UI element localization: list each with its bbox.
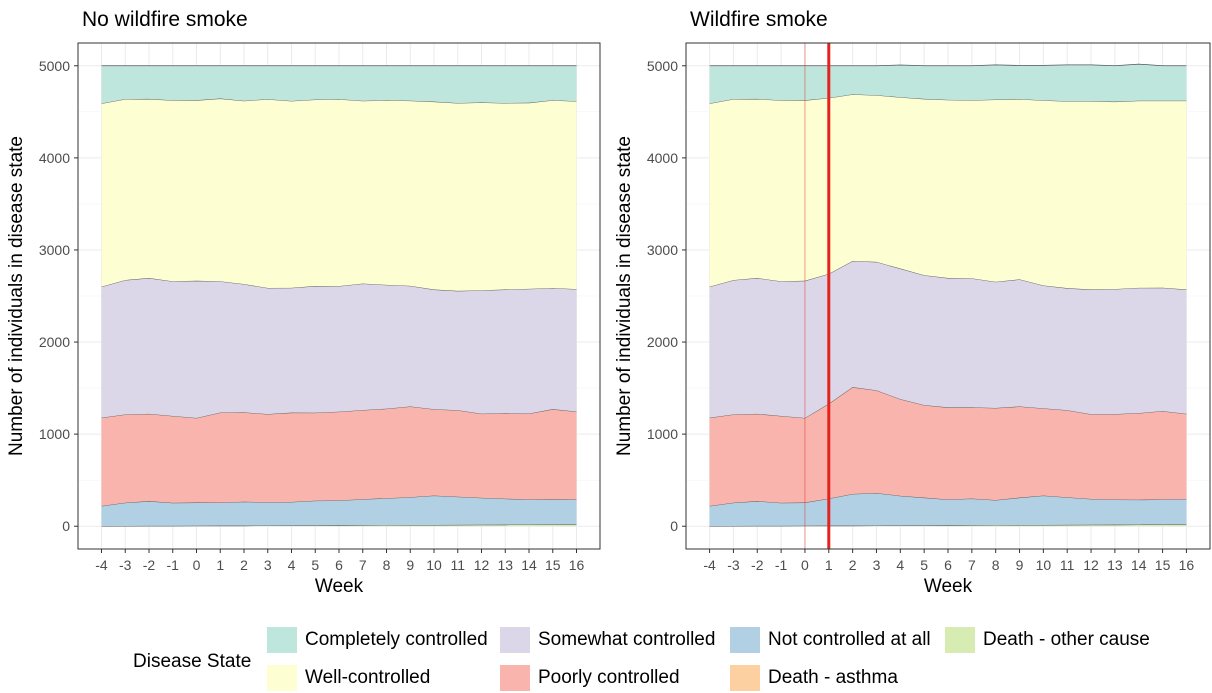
x-tick-label: 10	[426, 557, 442, 573]
x-tick-label: 10	[1036, 557, 1052, 573]
legend-item-completely-controlled: Completely controlled	[267, 625, 488, 655]
area-outline-poorly-controlled	[101, 406, 577, 419]
x-tick-label: 1	[825, 557, 833, 573]
area-completely-controlled	[709, 64, 1187, 104]
y-tick-label: 5000	[647, 58, 678, 74]
x-tick-label: 8	[992, 557, 1000, 573]
x-tick-label: 13	[1107, 557, 1123, 573]
x-tick-label: 0	[801, 557, 809, 573]
x-tick-label: 12	[1083, 557, 1099, 573]
legend-item-somewhat-controlled: Somewhat controlled	[500, 625, 715, 655]
x-tick-label: 5	[311, 557, 319, 573]
legend-key-completely-controlled	[267, 627, 297, 653]
legend-item-not-controlled-at-all: Not controlled at all	[730, 625, 931, 655]
y-tick-label: 4000	[39, 150, 70, 166]
x-tick-label: 15	[1155, 557, 1171, 573]
y-tick-label: 1000	[39, 426, 70, 442]
x-axis-label: Week	[924, 576, 973, 597]
x-tick-label: 3	[873, 557, 881, 573]
x-tick-label: 7	[359, 557, 367, 573]
legend-label: Not controlled at all	[768, 629, 931, 650]
chart-title: Wildfire smoke	[690, 8, 828, 31]
x-tick-label: 9	[406, 557, 414, 573]
x-tick-label: -4	[95, 557, 108, 573]
legend-label: Poorly controlled	[538, 667, 680, 688]
x-tick-label: 15	[545, 557, 561, 573]
area-completely-controlled	[101, 65, 577, 104]
legend-key-death-other-cause	[945, 627, 975, 653]
legend-key-well-controlled	[267, 665, 297, 691]
x-tick-label: 16	[1179, 557, 1195, 573]
x-tick-label: -2	[143, 557, 156, 573]
area-not-controlled-at-all	[101, 495, 577, 527]
area-poorly-controlled	[101, 406, 577, 506]
y-tick-label: 3000	[39, 242, 70, 258]
legend-key-death-asthma	[730, 665, 760, 691]
legend-item-well-controlled: Well-controlled	[267, 663, 430, 693]
x-tick-label: 8	[383, 557, 391, 573]
x-tick-label: -2	[751, 557, 764, 573]
x-tick-label: 6	[335, 557, 343, 573]
y-axis-label: Number of individuals in disease state	[6, 136, 27, 456]
x-tick-label: -1	[775, 557, 788, 573]
chart-title: No wildfire smoke	[82, 8, 248, 31]
x-tick-label: -3	[119, 557, 132, 573]
x-tick-label: -4	[703, 557, 716, 573]
legend-label: Well-controlled	[305, 667, 431, 688]
y-tick-label: 4000	[647, 150, 678, 166]
y-tick-label: 3000	[647, 242, 678, 258]
x-tick-label: 16	[569, 557, 585, 573]
area-well-controlled	[101, 98, 577, 291]
x-tick-label: 14	[1131, 557, 1147, 573]
area-somewhat-controlled	[101, 278, 577, 419]
x-tick-label: 0	[193, 557, 201, 573]
x-tick-label: 7	[968, 557, 976, 573]
legend-item-death-other-cause: Death - other cause	[945, 625, 1150, 655]
legend-key-somewhat-controlled	[500, 627, 530, 653]
legend-label: Death - other cause	[983, 629, 1150, 650]
legend-label: Somewhat controlled	[538, 629, 716, 650]
legend-key-poorly-controlled	[500, 665, 530, 691]
legend-label: Completely controlled	[305, 629, 488, 650]
x-tick-label: 14	[521, 557, 537, 573]
legend-label: Death - asthma	[768, 667, 898, 688]
area-well-controlled	[709, 94, 1187, 290]
x-tick-label: -1	[167, 557, 180, 573]
x-axis-label: Week	[315, 576, 364, 597]
x-tick-label: 3	[264, 557, 272, 573]
y-tick-label: 2000	[647, 334, 678, 350]
area-outline-completely-controlled	[709, 63, 1187, 67]
x-tick-label: 6	[944, 557, 952, 573]
y-tick-label: 0	[62, 518, 70, 534]
y-tick-label: 0	[670, 518, 678, 534]
legend-item-death-asthma: Death - asthma	[730, 663, 898, 693]
y-tick-label: 1000	[647, 426, 678, 442]
legend-item-poorly-controlled: Poorly controlled	[500, 663, 680, 693]
y-tick-label: 5000	[39, 58, 70, 74]
x-tick-label: 2	[240, 557, 248, 573]
x-tick-label: 11	[450, 557, 465, 573]
legend-title: Disease State	[133, 651, 252, 672]
y-axis-label: Number of individuals in disease state	[614, 136, 635, 456]
legend-key-not-controlled-at-all	[730, 627, 760, 653]
x-tick-label: 4	[896, 557, 904, 573]
x-tick-label: 13	[497, 557, 513, 573]
x-tick-label: 4	[288, 557, 296, 573]
x-tick-label: 2	[849, 557, 857, 573]
x-tick-label: 1	[216, 557, 224, 573]
y-tick-label: 2000	[39, 334, 70, 350]
x-tick-label: 11	[1060, 557, 1075, 573]
x-tick-label: -3	[727, 557, 740, 573]
x-tick-label: 5	[920, 557, 928, 573]
legend: Disease State Completely controlled Some…	[0, 620, 1212, 693]
x-tick-label: 12	[474, 557, 490, 573]
x-tick-label: 9	[1016, 557, 1024, 573]
